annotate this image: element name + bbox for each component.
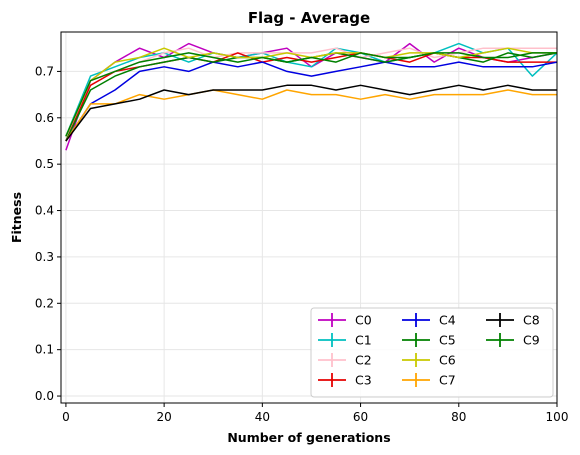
y-tick-label: 0.2 [35, 296, 54, 310]
legend-entry-c5: C5 [402, 333, 456, 348]
series-line-c2 [65, 47, 557, 142]
x-tick-label: 40 [255, 410, 270, 424]
series-line-c0 [65, 42, 558, 151]
legend-label: C7 [439, 373, 456, 388]
y-tick-label: 0.4 [35, 204, 54, 218]
series-line-c9 [65, 52, 557, 137]
legend: C0 C1 C2 C3 C4 C5 C6 C7 C8 C9 [310, 307, 554, 398]
y-tick-label: 0.0 [35, 389, 54, 403]
legend-label: C9 [523, 333, 540, 348]
legend-label: C3 [355, 373, 372, 388]
legend-label: C2 [355, 353, 372, 368]
x-tick-label: 0 [62, 410, 70, 424]
plot-frame [60, 31, 558, 404]
y-axis-label: Fitness [9, 192, 24, 243]
legend-label: C6 [439, 353, 456, 368]
axis-ticks: 0 20 40 60 80 100 0.0 0.1 0.2 0.3 0.4 0.5 0.6 0.7 [35, 64, 569, 424]
legend-label: C1 [355, 333, 372, 348]
y-tick-label: 0.6 [35, 111, 54, 125]
legend-label: C0 [355, 313, 372, 328]
y-tick-label: 0.3 [35, 250, 54, 264]
legend-entry-c1: C1 [318, 333, 372, 348]
legend-box [310, 307, 554, 398]
legend-entry-c4: C4 [402, 313, 456, 328]
y-tick-label: 0.5 [35, 157, 54, 171]
x-tick-label: 20 [156, 410, 171, 424]
series-line-c7 [65, 89, 557, 142]
legend-entry-c9: C9 [486, 333, 540, 348]
legend-label: C4 [439, 313, 456, 328]
chart-title: Flag - Average [248, 9, 370, 27]
x-tick-label: 100 [546, 410, 569, 424]
legend-entry-c8: C8 [486, 313, 540, 328]
series-line-c8 [65, 84, 557, 142]
legend-entry-c3: C3 [318, 373, 372, 388]
x-tick-label: 60 [353, 410, 368, 424]
x-axis-label: Number of generations [227, 430, 390, 445]
x-tick-label: 80 [451, 410, 466, 424]
legend-entry-c7: C7 [402, 373, 456, 388]
y-tick-label: 0.7 [35, 64, 54, 78]
y-tick-label: 0.1 [35, 343, 54, 357]
legend-entry-c2: C2 [318, 353, 372, 368]
series-line-c4 [65, 61, 558, 142]
legend-entry-c6: C6 [402, 353, 456, 368]
legend-label: C8 [523, 313, 540, 328]
legend-label: C5 [439, 333, 456, 348]
series-lines [65, 42, 558, 151]
legend-entry-c0: C0 [318, 313, 372, 328]
